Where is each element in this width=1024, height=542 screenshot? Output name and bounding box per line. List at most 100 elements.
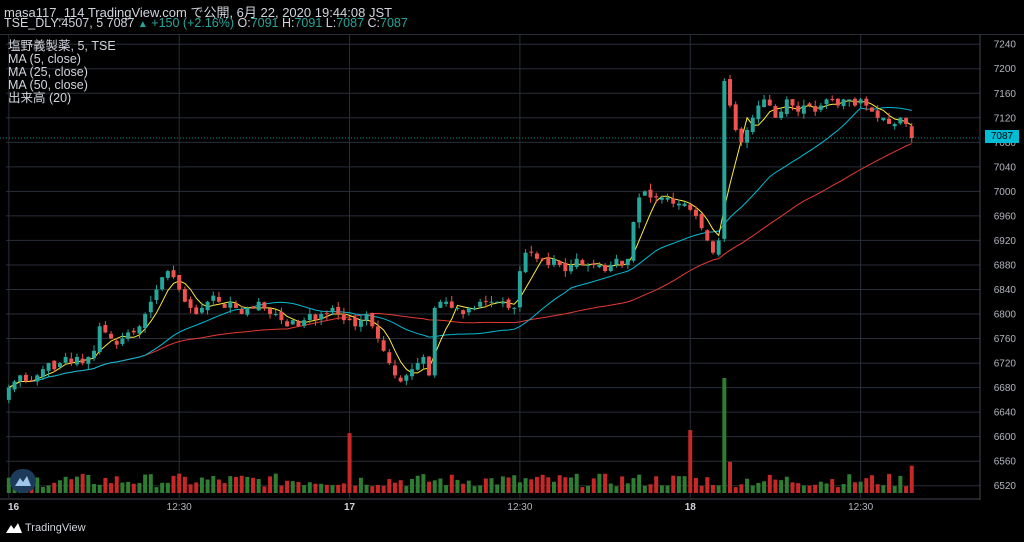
candle-body: [489, 301, 494, 303]
volume-bar: [705, 477, 710, 493]
candle-body: [449, 301, 454, 308]
candle-body: [353, 317, 358, 327]
volume-bar: [404, 486, 409, 493]
volume-bar: [597, 473, 602, 493]
volume-bar: [557, 475, 562, 493]
chart-bubble-icon[interactable]: [10, 469, 36, 493]
volume-bar: [739, 484, 744, 493]
candle-body: [69, 358, 74, 364]
volume-bar: [790, 482, 795, 493]
candle-body: [279, 311, 284, 321]
volume-bar: [858, 481, 863, 493]
price-tick-label: 7040: [994, 162, 1017, 173]
volume-bar: [387, 479, 392, 493]
open-label: O:: [237, 16, 251, 30]
candle-body: [97, 326, 102, 353]
volume-bar: [466, 480, 471, 493]
volume-bar: [131, 483, 136, 493]
time-tick-label: 17: [344, 502, 356, 513]
volume-bar: [160, 482, 165, 493]
candle-body: [835, 98, 840, 106]
candle-body: [137, 326, 142, 334]
candle-body: [381, 340, 386, 351]
candle-body: [739, 128, 744, 143]
volume-bar: [279, 485, 284, 493]
volume-bar: [637, 474, 642, 493]
volume-bar: [353, 485, 358, 493]
candle-body: [852, 98, 857, 106]
candle-body: [427, 356, 432, 376]
price-tick-label: 6880: [994, 260, 1017, 271]
candle-body: [103, 325, 108, 333]
volume-bar: [35, 477, 40, 493]
volume-bar: [563, 477, 568, 493]
candle-body: [455, 307, 460, 309]
candle-body: [625, 258, 630, 266]
volume-bar: [347, 433, 352, 493]
candle-body: [728, 79, 733, 106]
candle-body: [415, 363, 420, 370]
price-chart[interactable]: 6520 6560 6600 6640 6680 6720 6760 6800 6840 6880…: [0, 35, 1024, 515]
volume-bar: [648, 484, 653, 493]
volume-bar: [688, 430, 693, 493]
candle-body: [864, 98, 869, 106]
candle-body: [239, 308, 244, 315]
legend-title[interactable]: 塩野義製薬, 5, TSE: [8, 39, 116, 53]
candle-body: [199, 307, 204, 313]
symbol-label: TSE_DLY:4507, 5 7087: [4, 16, 135, 30]
candle-body: [375, 326, 380, 339]
price-tick-label: 6800: [994, 310, 1017, 321]
volume-bar: [137, 482, 142, 493]
volume-bar: [580, 487, 585, 493]
volume-bar: [574, 473, 579, 493]
last-price-tag: 7087: [985, 130, 1019, 143]
footer-brand[interactable]: TradingView: [6, 522, 86, 534]
volume-bar: [682, 476, 687, 493]
candle-body: [710, 241, 715, 253]
candle-body: [12, 381, 17, 390]
volume-bar: [233, 476, 238, 493]
candle-body: [216, 296, 221, 302]
volume-bar: [898, 475, 903, 493]
volume-bar: [330, 485, 335, 493]
volume-bar: [364, 484, 369, 493]
candle-body: [762, 99, 767, 107]
volume-bar: [529, 479, 534, 493]
candle-body: [699, 213, 704, 229]
volume-bar: [631, 478, 636, 493]
candle-body: [165, 271, 170, 278]
price-tick-label: 7080: [994, 138, 1017, 149]
brand-label: TradingView: [25, 522, 86, 535]
candle-body: [6, 387, 11, 400]
price-tick-label: 6600: [994, 432, 1017, 443]
candle-body: [478, 301, 483, 307]
candle-body: [569, 264, 574, 272]
volume-bar: [63, 476, 68, 493]
candle-body: [472, 307, 477, 309]
volume-bar: [500, 476, 505, 493]
volume-bar: [551, 481, 556, 493]
time-tick-label: 12:30: [848, 502, 873, 513]
candle-body: [773, 106, 778, 118]
volume-bar: [762, 481, 767, 493]
candle-body: [818, 105, 823, 110]
candle-body: [597, 264, 602, 268]
volume-bar: [126, 481, 131, 493]
high-label: H:: [281, 16, 295, 30]
volume-bar: [177, 473, 182, 493]
price-tick-label: 6760: [994, 334, 1017, 345]
candle-body: [688, 204, 693, 210]
volume-bar: [40, 486, 45, 493]
volume-bar: [869, 475, 874, 493]
legend-volume[interactable]: 出来高 (20): [8, 91, 72, 105]
legend-ma5[interactable]: MA (5, close): [8, 52, 81, 66]
candle-body: [631, 222, 636, 261]
legend-ma25[interactable]: MA (25, close): [8, 65, 88, 79]
volume-bar: [103, 477, 108, 493]
volume-bar: [324, 484, 329, 493]
legend-ma50[interactable]: MA (50, close): [8, 78, 88, 92]
candle-body: [756, 105, 761, 120]
volume-bar: [455, 479, 460, 493]
price-tick-label: 7120: [994, 113, 1017, 124]
volume-bar: [205, 479, 210, 493]
